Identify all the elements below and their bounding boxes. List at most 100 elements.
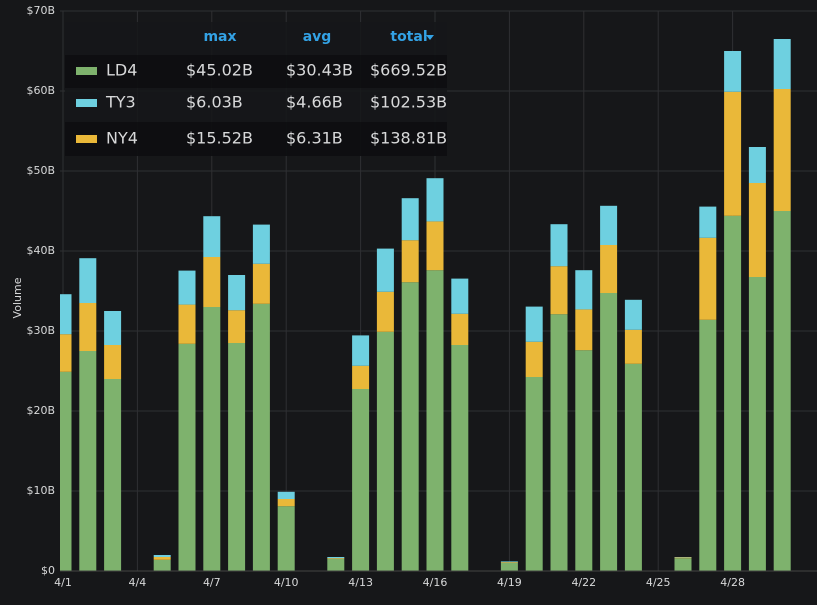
legend-row-bg: [65, 122, 447, 156]
bar-segment: [600, 205, 618, 245]
bar-segment: [575, 270, 593, 310]
bar-segment: [60, 334, 72, 372]
x-tick-label: 4/19: [497, 576, 522, 589]
legend-column-header[interactable]: max: [203, 29, 236, 45]
legend-stat: $138.81B: [370, 129, 447, 148]
bar-segment: [277, 499, 295, 507]
bar-segment: [525, 377, 543, 571]
y-tick-label: $60B: [26, 84, 55, 97]
legend-swatch: [76, 135, 97, 143]
bar-segment: [153, 557, 171, 560]
bar-segment: [674, 557, 692, 559]
legend-column-header[interactable]: avg: [303, 29, 332, 45]
bar-segment: [178, 304, 196, 344]
x-tick-label: 4/28: [720, 576, 745, 589]
bar-segment: [277, 491, 295, 499]
bar-segment: [624, 363, 642, 571]
bar-segment: [426, 221, 444, 271]
legend-label[interactable]: LD4: [106, 61, 137, 80]
x-tick-label: 4/1: [54, 576, 72, 589]
legend-label[interactable]: NY4: [106, 129, 138, 148]
bar-segment: [401, 282, 419, 571]
bar-segment: [699, 237, 717, 320]
bar-segment: [575, 350, 593, 571]
bar-segment: [773, 89, 791, 211]
bar-segment: [451, 278, 469, 314]
bar-segment: [748, 183, 766, 277]
bar-segment: [104, 379, 122, 571]
bar-segment: [60, 294, 72, 335]
x-tick-label: 4/10: [274, 576, 299, 589]
bar-segment: [500, 561, 518, 563]
bar-segment: [376, 331, 394, 571]
bar-segment: [426, 270, 444, 571]
legend: max avg total LD4 $45.02B $30.43B $669.52B TY3 $…: [65, 22, 447, 156]
legend-column-header[interactable]: total: [390, 29, 427, 45]
y-tick-label: $20B: [26, 404, 55, 417]
bar-segment: [575, 309, 593, 351]
bar-segment: [748, 277, 766, 571]
bars: [60, 39, 791, 572]
bar-segment: [153, 555, 171, 557]
bar-segment: [228, 275, 246, 311]
bar-segment: [252, 224, 270, 264]
bar-segment: [724, 91, 742, 216]
bar-segment: [500, 563, 518, 571]
bar-segment: [203, 307, 221, 571]
bar-segment: [500, 562, 518, 563]
bar-segment: [525, 306, 543, 342]
legend-stat: $15.52B: [186, 129, 253, 148]
x-tick-label: 4/25: [646, 576, 671, 589]
legend-stat: $669.52B: [370, 61, 447, 80]
bar-segment: [352, 389, 370, 571]
bar-segment: [600, 293, 618, 571]
bar-segment: [228, 310, 246, 343]
sort-icon[interactable]: [426, 35, 434, 40]
bar-segment: [352, 335, 370, 366]
bar-segment: [79, 351, 97, 571]
bar-segment: [252, 303, 270, 571]
y-tick-label: $30B: [26, 324, 55, 337]
bar-segment: [600, 245, 618, 293]
legend-label[interactable]: TY3: [105, 93, 136, 112]
legend-stat: $30.43B: [286, 61, 353, 80]
bar-segment: [401, 198, 419, 241]
bar-segment: [550, 314, 568, 571]
legend-stat: $45.02B: [186, 61, 253, 80]
bar-segment: [79, 303, 97, 351]
legend-stat: $6.31B: [286, 129, 343, 148]
bar-segment: [178, 343, 196, 571]
axes: $0 $10B $20B $30B $40B $50B $60B $70B 4/1 4/4 4/7 4…: [26, 4, 817, 589]
y-tick-label: $50B: [26, 164, 55, 177]
bar-segment: [327, 557, 345, 559]
y-tick-label: $0: [41, 564, 55, 577]
x-tick-label: 4/22: [571, 576, 596, 589]
x-tick-label: 4/7: [203, 576, 221, 589]
bar-segment: [699, 206, 717, 238]
bar-segment: [550, 224, 568, 267]
x-tick-label: 4/16: [423, 576, 448, 589]
legend-swatch: [76, 99, 97, 107]
bar-segment: [352, 365, 370, 389]
bar-segment: [104, 345, 122, 379]
legend-swatch: [76, 67, 97, 75]
bar-segment: [451, 313, 469, 345]
bar-segment: [624, 299, 642, 330]
bar-segment: [724, 215, 742, 572]
bar-segment: [550, 266, 568, 315]
x-tick-label: 4/13: [348, 576, 373, 589]
bar-segment: [401, 240, 419, 283]
bar-segment: [451, 345, 469, 571]
bar-segment: [203, 257, 221, 307]
y-tick-label: $40B: [26, 244, 55, 257]
bar-segment: [724, 51, 742, 92]
legend-stat: $102.53B: [370, 93, 447, 112]
bar-segment: [699, 319, 717, 571]
bar-segment: [252, 263, 270, 304]
bar-segment: [203, 216, 221, 257]
bar-segment: [525, 341, 543, 377]
bar-segment: [773, 39, 791, 89]
bar-segment: [79, 258, 97, 303]
bar-segment: [153, 559, 171, 571]
